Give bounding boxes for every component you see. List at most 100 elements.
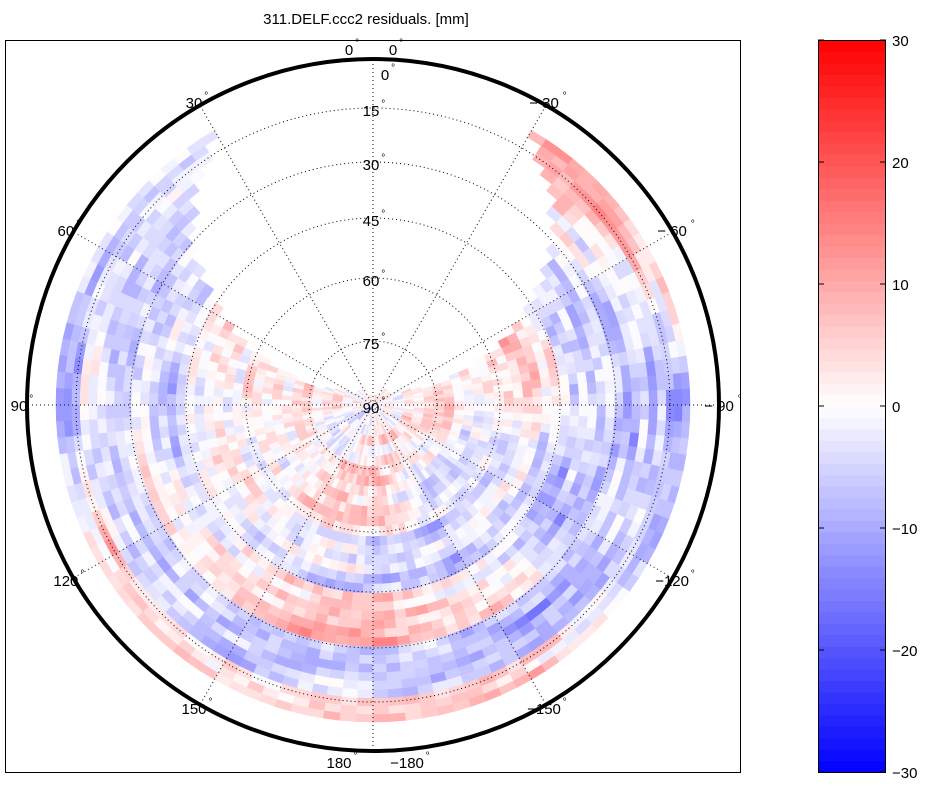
residual-cell bbox=[88, 374, 100, 391]
residual-cell bbox=[541, 404, 552, 415]
residual-cell bbox=[213, 396, 224, 406]
residual-cell bbox=[366, 505, 374, 517]
residual-cell bbox=[391, 580, 403, 593]
residual-cell bbox=[80, 374, 91, 391]
residual-cell bbox=[251, 404, 263, 412]
residual-cell bbox=[342, 678, 359, 690]
residual-cell bbox=[473, 404, 485, 412]
residual-cell bbox=[372, 679, 389, 690]
residual-cell bbox=[672, 420, 682, 438]
residual-cell bbox=[537, 431, 550, 443]
colorbar-level bbox=[818, 177, 886, 190]
residual-cell bbox=[233, 382, 245, 392]
residual-cell bbox=[367, 485, 374, 497]
elevation-tick-label: 0 bbox=[381, 67, 389, 84]
residual-cell bbox=[586, 381, 597, 395]
residual-cell bbox=[349, 618, 363, 629]
colorbar-level bbox=[818, 463, 886, 476]
residual-cell bbox=[512, 388, 524, 399]
elevation-tick-label: 90 bbox=[363, 400, 380, 417]
residual-cell bbox=[372, 573, 383, 584]
azimuth-tick-label: −120 bbox=[655, 573, 689, 590]
chart-title: 311.DELF.ccc2 residuals. [mm] bbox=[263, 11, 469, 28]
colorbar-tick-label: 0 bbox=[892, 399, 900, 416]
residual-cell bbox=[158, 382, 169, 395]
residual-cell bbox=[88, 419, 100, 436]
degree-symbol: ° bbox=[204, 91, 208, 102]
residual-cell bbox=[672, 372, 682, 390]
colorbar-level bbox=[818, 646, 886, 659]
residual-cell bbox=[232, 411, 244, 421]
residual-cell bbox=[604, 392, 615, 406]
residual-cell bbox=[175, 404, 186, 416]
residual-cell bbox=[522, 404, 533, 414]
residual-cell bbox=[194, 404, 205, 415]
residual-cell bbox=[347, 635, 362, 647]
residual-cell bbox=[622, 391, 632, 406]
residual-cell bbox=[629, 376, 641, 392]
residual-cell bbox=[539, 263, 555, 280]
residual-cell bbox=[531, 386, 543, 398]
residual-cell bbox=[366, 515, 374, 527]
residual-cell bbox=[167, 414, 178, 427]
colorbar-level bbox=[818, 440, 886, 453]
colorbar-level bbox=[818, 611, 886, 624]
residual-cell bbox=[559, 414, 570, 426]
residual-cell bbox=[567, 372, 578, 385]
degree-symbol: ° bbox=[391, 63, 395, 74]
residual-cell bbox=[232, 404, 243, 413]
colorbar-level bbox=[818, 245, 886, 258]
colorbar-tick-label: −10 bbox=[892, 521, 917, 538]
residual-cell bbox=[578, 393, 589, 406]
residual-cell bbox=[301, 400, 313, 406]
colorbar-level bbox=[818, 303, 886, 316]
residual-cell bbox=[510, 320, 525, 333]
residual-cell bbox=[63, 388, 73, 406]
residual-cell bbox=[372, 505, 380, 517]
residual-cell bbox=[176, 424, 188, 437]
colorbar-level bbox=[818, 406, 886, 419]
residual-cell bbox=[359, 654, 374, 664]
residual-cell bbox=[123, 378, 134, 393]
residual-cell bbox=[483, 404, 495, 412]
degree-symbol: ° bbox=[353, 751, 357, 762]
colorbar-level bbox=[818, 131, 886, 144]
colorbar-level bbox=[818, 348, 886, 361]
residual-cell bbox=[242, 384, 254, 393]
residual-cell bbox=[194, 385, 206, 397]
residual-cell bbox=[382, 591, 394, 602]
residual-cell bbox=[343, 670, 360, 681]
residual-cell bbox=[586, 415, 597, 429]
colorbar-level bbox=[818, 394, 886, 407]
residual-cell bbox=[612, 378, 623, 393]
residual-cell bbox=[621, 417, 632, 433]
residual-cell bbox=[352, 591, 364, 602]
residual-cell bbox=[463, 399, 475, 406]
residual-cell bbox=[213, 387, 225, 398]
residual-cell bbox=[539, 167, 558, 185]
residual-cell bbox=[681, 404, 691, 422]
residual-cell bbox=[558, 424, 570, 437]
residual-cell bbox=[131, 404, 142, 418]
colorbar-level bbox=[818, 257, 886, 270]
residual-cell bbox=[656, 404, 667, 421]
residual-cell bbox=[204, 378, 216, 389]
residual-cell bbox=[363, 563, 374, 575]
residual-cell bbox=[356, 544, 367, 556]
degree-symbol: ° bbox=[399, 38, 403, 49]
residual-cell bbox=[372, 495, 379, 507]
residual-cell bbox=[372, 563, 383, 575]
residual-cell bbox=[372, 636, 386, 647]
residual-cell bbox=[214, 379, 226, 390]
residual-cell bbox=[131, 379, 143, 394]
residual-cell bbox=[335, 569, 347, 582]
residual-cell bbox=[386, 670, 403, 681]
residual-cell bbox=[196, 367, 209, 379]
residual-cell bbox=[392, 590, 405, 602]
colorbar-level bbox=[818, 371, 886, 384]
residual-cell bbox=[629, 418, 641, 434]
degree-symbol: ° bbox=[691, 569, 695, 580]
residual-cell bbox=[251, 398, 263, 406]
residual-cell bbox=[232, 397, 243, 406]
residual-cell bbox=[158, 415, 169, 428]
